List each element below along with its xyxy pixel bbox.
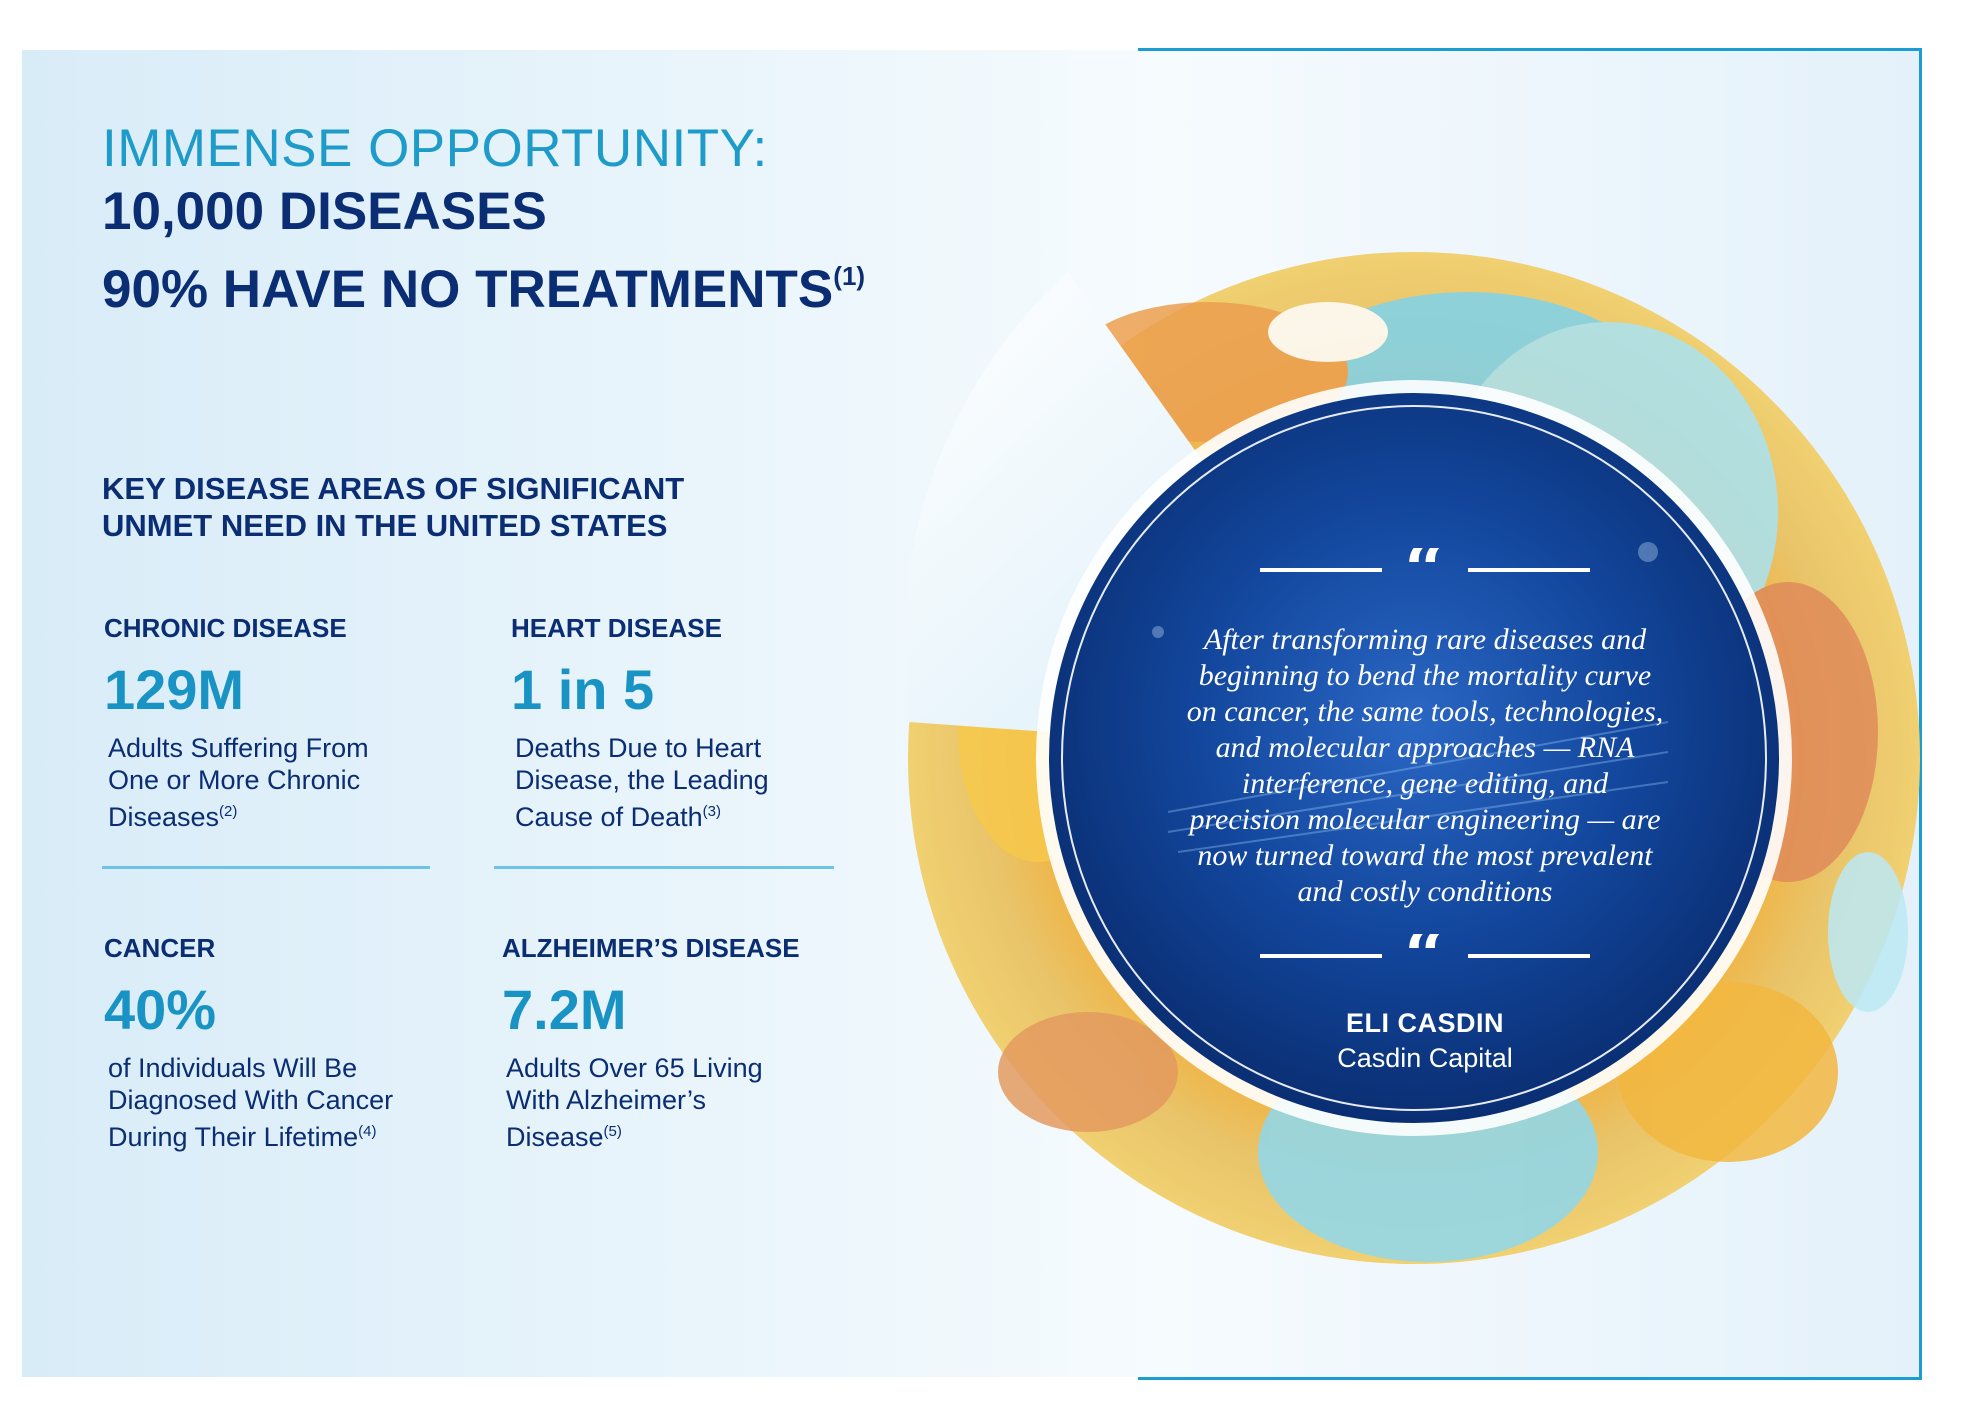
stat-value: 129M (104, 658, 245, 721)
headline-line-1: IMMENSE OPPORTUNITY: (102, 119, 768, 178)
quote-rule-left (1260, 954, 1383, 958)
quote-text: After transforming rare diseases and beg… (1129, 622, 1721, 910)
quote-line: and molecular approaches — RNA (1215, 731, 1635, 764)
quote-company: Casdin Capital (1337, 1043, 1513, 1073)
quote-rule-right (1467, 568, 1590, 572)
stat-description: Deaths Due to Heart Disease, the Leading… (511, 732, 891, 833)
divider-right (494, 866, 834, 869)
quote-line: precision molecular engineering — are (1189, 803, 1661, 836)
stat-footnote: (3) (702, 803, 721, 820)
stat-label: CANCER (104, 933, 216, 963)
stat-footnote: (4) (358, 1123, 377, 1140)
quote-line: on cancer, the same tools, technologies, (1186, 695, 1664, 728)
stat-description: of Individuals Will Be Diagnosed With Ca… (104, 1052, 484, 1153)
quote-line: now turned toward the most prevalent (1197, 839, 1653, 872)
quote-circle (1049, 393, 1779, 1123)
stat-cancer: CANCER 40% of Individuals Will Be Diagno… (104, 932, 484, 1153)
quote-close-divider: “ (1105, 934, 1745, 978)
stat-heart-disease: HEART DISEASE 1 in 5 Deaths Due to Heart… (511, 612, 891, 833)
quote-line: After transforming rare diseases and (1203, 623, 1647, 656)
stat-description-line: Adults Over 65 Living (506, 1053, 763, 1083)
stat-value: 1 in 5 (511, 658, 655, 721)
quote-rule-left (1260, 568, 1383, 572)
section-title-line-2: UNMET NEED IN THE UNITED STATES (102, 508, 668, 543)
quote-line: beginning to bend the mortality curve (1198, 659, 1652, 692)
ring-graphic (908, 252, 1920, 1264)
stat-footnote: (2) (219, 803, 238, 820)
stat-description-line: With Alzheimer’s (506, 1085, 707, 1115)
stat-chronic-disease: CHRONIC DISEASE 129M Adults Suffering Fr… (104, 612, 484, 833)
quote-author: ELI CASDIN (1345, 1008, 1504, 1038)
quote-open-divider: “ (1105, 548, 1745, 592)
section-title: KEY DISEASE AREAS OF SIGNIFICANT UNMET N… (102, 470, 742, 544)
stat-description-line: Cause of Death(3) (515, 802, 721, 832)
stat-label: ALZHEIMER’S DISEASE (502, 933, 800, 963)
stat-alzheimers-disease: ALZHEIMER’S DISEASE 7.2M Adults Over 65 … (502, 932, 882, 1153)
accent-frame (1138, 48, 1922, 1380)
stat-label: CHRONIC DISEASE (104, 613, 347, 643)
section-title-line-1: KEY DISEASE AREAS OF SIGNIFICANT (102, 471, 685, 506)
headline-footnote: (1) (833, 261, 866, 291)
quote-open-icon: “ (1404, 548, 1446, 592)
quote-rule-right (1467, 954, 1590, 958)
headline-line-3: 90% HAVE NO TREATMENTS(1) (102, 244, 865, 322)
stat-footnote: (5) (603, 1123, 622, 1140)
stat-description-line: Deaths Due to Heart (515, 733, 762, 763)
quote-line: and costly conditions (1297, 875, 1553, 908)
headline-line-3-text: 90% HAVE NO TREATMENTS (102, 260, 834, 319)
stat-description-line: During Their Lifetime(4) (108, 1122, 377, 1152)
stat-value: 40% (104, 978, 217, 1041)
stat-description: Adults Over 65 Living With Alzheimer’s D… (502, 1052, 882, 1153)
stat-description-line: of Individuals Will Be (108, 1053, 358, 1083)
headline-line-2: 10,000 DISEASES (102, 182, 547, 241)
stat-description-line: Disease, the Leading (515, 765, 769, 795)
stat-description: Adults Suffering From One or More Chroni… (104, 732, 484, 833)
medical-image-ring (908, 252, 1920, 1264)
decorative-light-streaks (1152, 542, 1669, 853)
quote-close-icon: “ (1404, 934, 1446, 978)
stat-label: HEART DISEASE (511, 613, 722, 643)
quote-block: “ After transforming rare diseases and b… (1105, 548, 1745, 1074)
stat-description-line: Adults Suffering From (108, 733, 369, 763)
stat-value: 7.2M (502, 978, 627, 1041)
headline: IMMENSE OPPORTUNITY: 10,000 DISEASES 90%… (102, 118, 865, 322)
stat-description-line: Disease(5) (506, 1122, 622, 1152)
stat-description-line: Diagnosed With Cancer (108, 1085, 394, 1115)
stat-description-line: One or More Chronic (108, 765, 361, 795)
divider-left (102, 866, 430, 869)
quote-circle-outline (1061, 405, 1767, 1111)
quote-line: interference, gene editing, and (1241, 767, 1609, 800)
stat-description-line: Diseases(2) (108, 802, 238, 832)
